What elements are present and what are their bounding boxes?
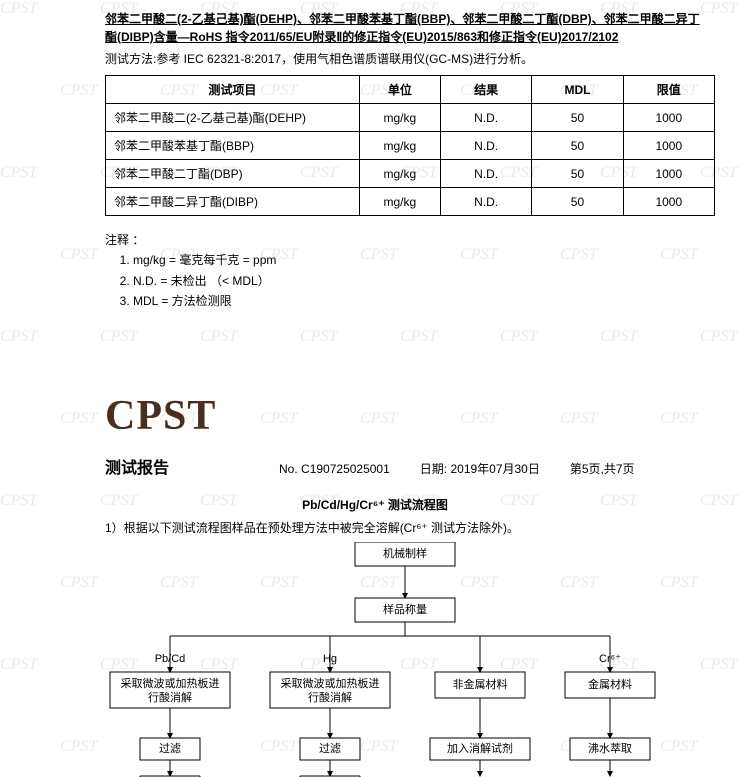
svg-text:行酸消解: 行酸消解 — [148, 690, 192, 704]
note-item: N.D. = 未检出 （< MDL） — [133, 271, 700, 291]
svg-text:金属材料: 金属材料 — [588, 677, 632, 691]
section-title: 邻苯二甲酸二(2-乙基己基)酯(DEHP)、邻苯二甲酸苯基丁酯(BBP)、邻苯二… — [105, 10, 700, 46]
svg-text:行酸消解: 行酸消解 — [308, 690, 352, 704]
notes-block: 注释 ： mg/kg = 毫克每千克 = ppmN.D. = 未检出 （< MD… — [105, 230, 700, 312]
method-line: 测试方法:参考 IEC 62321-8:2017，使用气相色谱质谱联用仪(GC-… — [105, 50, 700, 67]
report-header: 测试报告 No. C190725025001 日期: 2019年07月30日 第… — [105, 454, 700, 478]
svg-text:加入消解试剂: 加入消解试剂 — [447, 741, 513, 755]
report-number: No. C190725025001 — [279, 462, 390, 476]
results-table: 测试项目单位结果MDL限值 邻苯二甲酸二(2-乙基己基)酯(DEHP)mg/kg… — [105, 75, 715, 216]
svg-text:非金属材料: 非金属材料 — [453, 677, 508, 691]
title-line2: 酯(DIBP)含量—RoHS 指令2011/65/EU附录Ⅱ的修正指令(EU)2… — [105, 30, 618, 44]
svg-text:过滤: 过滤 — [319, 742, 341, 755]
note-item: MDL = 方法检测限 — [133, 291, 700, 311]
table-row: 邻苯二甲酸二异丁酯(DIBP)mg/kgN.D.501000 — [106, 188, 715, 216]
flowchart: 机械制样样品称量采取微波或加热板进行酸消解采取微波或加热板进行酸消解非金属材料金… — [55, 542, 695, 777]
report-title: 测试报告 — [105, 454, 169, 478]
flow-note: 1）根据以下测试流程图样品在预处理方法中被完全溶解(Cr⁶⁺ 测试方法除外)。 — [105, 519, 700, 536]
col-header: 限值 — [623, 76, 714, 104]
flow-title: Pb/Cd/Hg/Cr⁶⁺ 测试流程图 — [50, 496, 700, 513]
svg-text:Cr⁶⁺: Cr⁶⁺ — [599, 653, 621, 665]
svg-text:采取微波或加热板进: 采取微波或加热板进 — [281, 676, 380, 690]
table-row: 邻苯二甲酸二(2-乙基己基)酯(DEHP)mg/kgN.D.501000 — [106, 104, 715, 132]
svg-text:Hg: Hg — [323, 653, 337, 665]
table-row: 邻苯二甲酸二丁酯(DBP)mg/kgN.D.501000 — [106, 160, 715, 188]
report-page: 第5页,共7页 — [570, 460, 635, 477]
svg-text:Pb/Cd: Pb/Cd — [155, 653, 186, 665]
title-line1: 邻苯二甲酸二(2-乙基己基)酯(DEHP)、邻苯二甲酸苯基丁酯(BBP)、邻苯二… — [105, 12, 700, 26]
col-header: MDL — [532, 76, 623, 104]
svg-text:采取微波或加热板进: 采取微波或加热板进 — [121, 676, 220, 690]
svg-text:机械制样: 机械制样 — [383, 546, 427, 560]
svg-text:样品称量: 样品称量 — [383, 602, 427, 616]
svg-text:沸水萃取: 沸水萃取 — [588, 742, 632, 755]
report-date: 日期: 2019年07月30日 — [420, 460, 540, 477]
col-header: 单位 — [359, 76, 440, 104]
note-item: mg/kg = 毫克每千克 = ppm — [133, 250, 700, 270]
cpst-logo: CPST — [105, 392, 700, 440]
notes-heading: 注释 ： — [105, 230, 700, 250]
svg-text:过滤: 过滤 — [159, 742, 181, 755]
table-row: 邻苯二甲酸苯基丁酯(BBP)mg/kgN.D.501000 — [106, 132, 715, 160]
col-header: 结果 — [440, 76, 531, 104]
col-header: 测试项目 — [106, 76, 360, 104]
